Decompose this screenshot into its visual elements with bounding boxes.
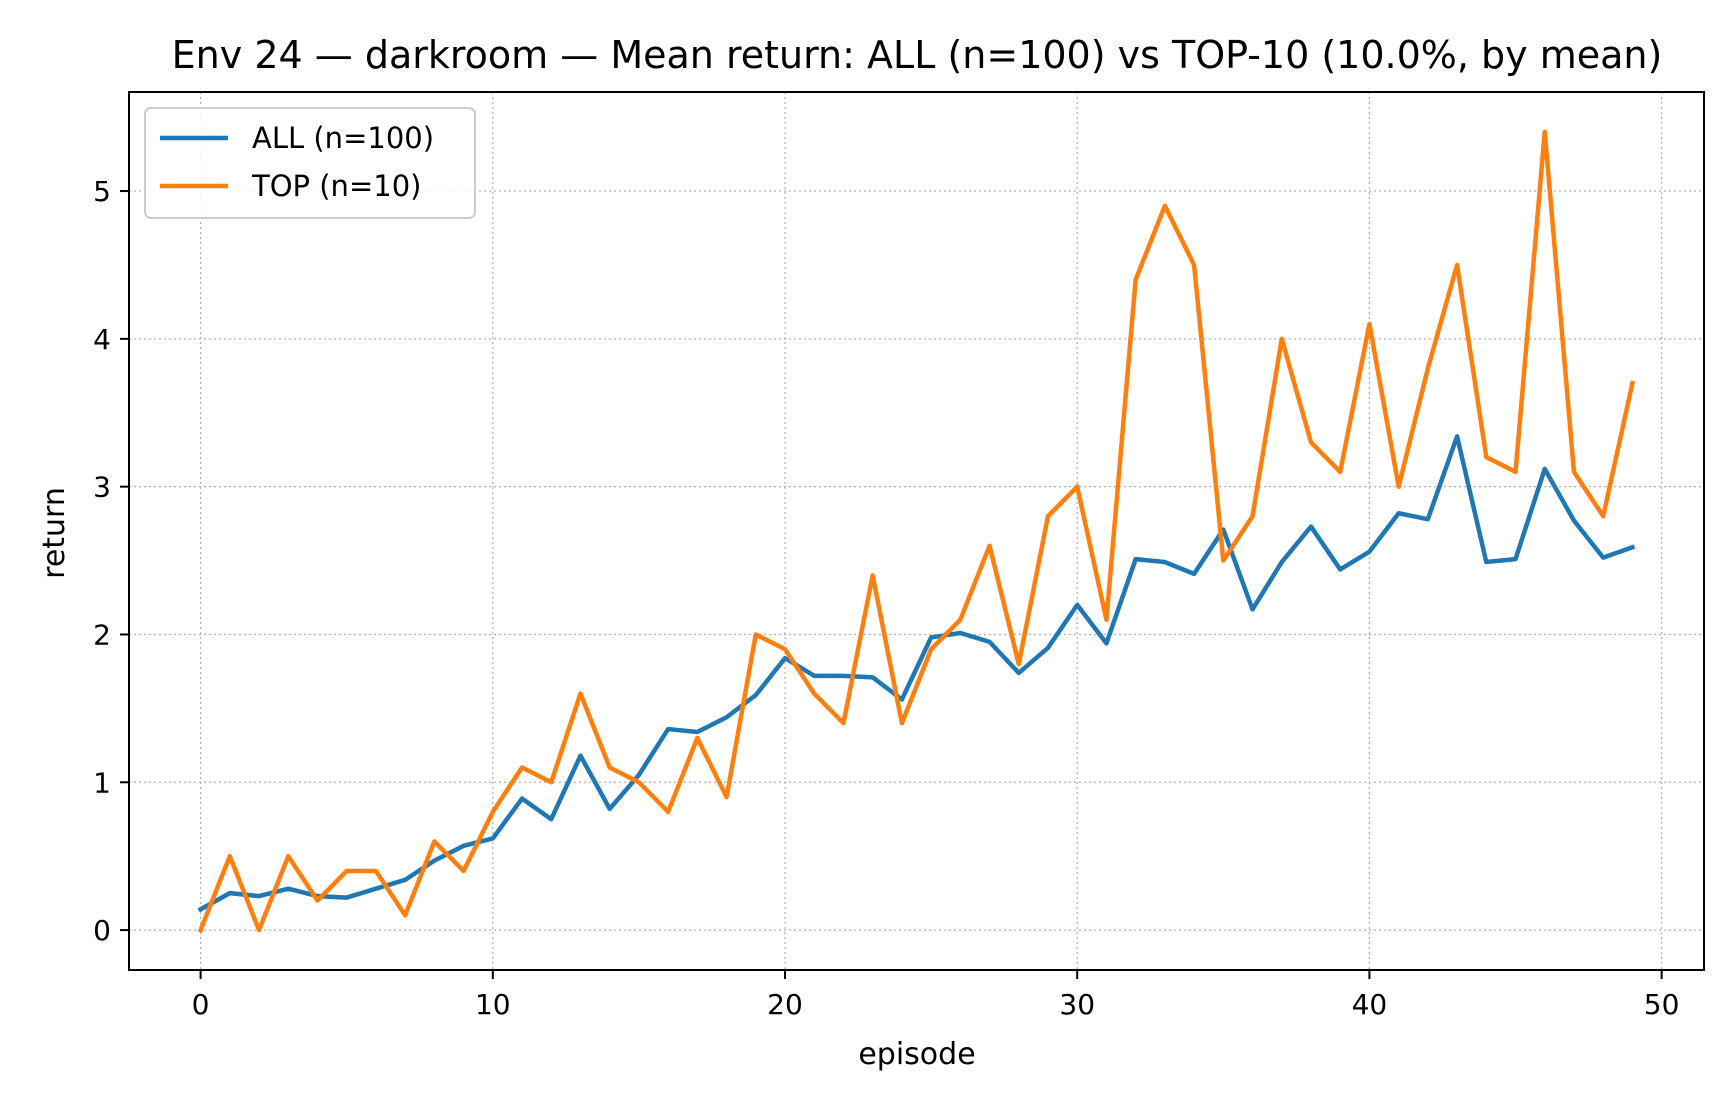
x-tick-label: 10 <box>475 988 511 1021</box>
y-tick-label: 3 <box>93 471 111 504</box>
series-line-all <box>197 434 1636 913</box>
x-tick-label: 30 <box>1059 988 1095 1021</box>
y-tick-label: 2 <box>93 618 111 651</box>
y-tick-label: 4 <box>93 323 111 356</box>
y-tick-label: 5 <box>93 175 111 208</box>
legend: ALL (n=100) TOP (n=10) <box>144 107 476 219</box>
grid-lines <box>129 92 1704 970</box>
y-axis-label: return <box>37 487 72 579</box>
x-tick-label: 50 <box>1644 988 1680 1021</box>
axis-ticks: 0 10 20 30 40 50 0 1 2 3 4 5 <box>93 175 1679 1021</box>
chart-title: Env 24 — darkroom — Mean return: ALL (n=… <box>172 33 1663 77</box>
x-axis-label: episode <box>858 1037 975 1072</box>
x-tick-label: 20 <box>767 988 803 1021</box>
series-line-top <box>197 129 1636 934</box>
series-lines <box>197 129 1636 934</box>
plot-frame <box>128 91 1705 971</box>
legend-label: ALL (n=100) <box>252 121 434 155</box>
y-tick-label: 0 <box>93 914 111 947</box>
legend-label: TOP (n=10) <box>251 169 421 203</box>
x-tick-label: 0 <box>192 988 210 1021</box>
y-tick-label: 1 <box>93 766 111 799</box>
legend-box <box>144 107 476 219</box>
x-tick-label: 40 <box>1352 988 1388 1021</box>
